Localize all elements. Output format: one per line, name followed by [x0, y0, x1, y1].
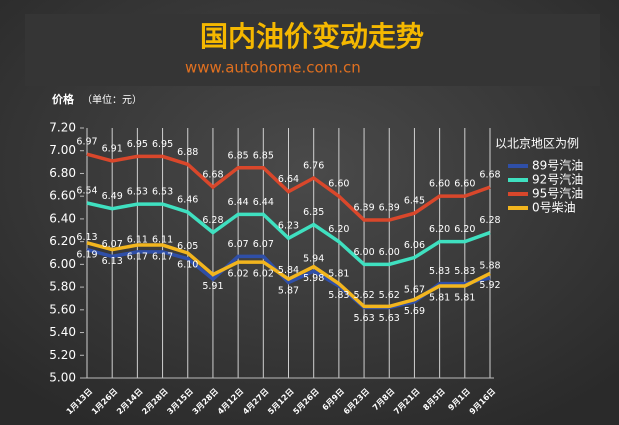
data-label: 6.23	[278, 221, 299, 232]
data-label: 6.17	[152, 252, 173, 263]
data-label: 5.67	[404, 284, 425, 295]
data-label: 6.88	[177, 147, 198, 158]
data-label: 6.28	[202, 215, 223, 226]
data-label: 6.20	[454, 224, 475, 235]
data-label: 5.63	[379, 313, 400, 324]
y-tick-label: 5.20	[49, 348, 76, 362]
data-label: 6.11	[152, 234, 173, 245]
data-label: 6.02	[228, 269, 249, 280]
legend-label: 95号汽油	[532, 186, 583, 201]
data-label: 6.53	[127, 187, 148, 198]
data-label: 6.97	[76, 137, 97, 148]
data-label: 6.07	[228, 239, 249, 250]
data-label: 5.83	[429, 266, 450, 277]
data-label: 6.60	[454, 179, 475, 190]
data-label: 6.07	[102, 239, 123, 250]
y-tick-label: 7.00	[49, 143, 76, 157]
title-band	[25, 14, 600, 86]
data-label: 6.10	[177, 260, 198, 271]
subtitle: www.autohome.com.cn	[185, 59, 361, 77]
data-label: 5.81	[328, 268, 349, 279]
y-axis-unit: （单位：元）	[82, 93, 142, 106]
data-label: 6.28	[479, 215, 500, 226]
data-label: 6.95	[127, 139, 148, 150]
data-label: 6.53	[152, 187, 173, 198]
y-tick-label: 6.80	[49, 166, 76, 180]
data-label: 5.83	[454, 266, 475, 277]
data-label: 6.85	[228, 150, 249, 161]
data-label: 6.60	[429, 179, 450, 190]
data-label: 6.02	[253, 269, 274, 280]
data-label: 6.54	[76, 186, 97, 197]
data-label: 5.81	[429, 292, 450, 303]
data-label: 6.39	[353, 203, 374, 214]
data-label: 5.83	[328, 290, 349, 301]
y-tick-label: 7.20	[49, 121, 76, 135]
data-label: 5.84	[278, 265, 299, 276]
data-label: 6.64	[278, 174, 299, 185]
y-tick-label: 5.40	[49, 325, 76, 339]
data-label: 6.06	[404, 240, 425, 251]
y-tick-label: 6.40	[49, 211, 76, 225]
data-label: 6.44	[253, 197, 274, 208]
data-label: 6.05	[177, 241, 198, 252]
data-label: 6.35	[303, 207, 324, 218]
series-line	[86, 201, 491, 267]
data-label: 6.13	[102, 256, 123, 267]
series-line	[86, 152, 491, 222]
data-label: 6.60	[328, 179, 349, 190]
y-tick-label: 6.20	[49, 234, 76, 248]
data-label: 6.00	[353, 247, 374, 258]
data-label: 6.85	[253, 150, 274, 161]
data-label: 6.68	[202, 170, 223, 181]
data-label: 6.68	[479, 170, 500, 181]
data-label: 6.39	[379, 203, 400, 214]
data-label: 5.63	[353, 313, 374, 324]
legend-label: 0号柴油	[532, 201, 576, 215]
legend-title: 以北京地区为例	[495, 137, 579, 151]
legend-label: 89号汽油	[532, 158, 583, 173]
chart-title: 国内油价变动走势	[200, 20, 424, 53]
data-label: 6.20	[328, 224, 349, 235]
data-label: 5.87	[278, 286, 299, 297]
y-tick-label: 5.60	[49, 302, 76, 316]
data-label: 5.94	[303, 254, 324, 265]
data-label: 5.62	[379, 290, 400, 301]
data-label: 6.44	[228, 197, 249, 208]
data-label: 6.00	[379, 247, 400, 258]
data-label: 5.91	[202, 281, 223, 292]
data-label: 6.19	[76, 249, 97, 260]
data-label: 6.49	[102, 191, 123, 202]
data-label: 5.92	[479, 280, 500, 291]
data-label: 5.69	[404, 306, 425, 317]
data-label: 6.13	[76, 232, 97, 243]
data-label: 6.20	[429, 224, 450, 235]
data-label: 6.17	[127, 252, 148, 263]
data-label: 6.46	[177, 195, 198, 206]
data-label: 6.91	[102, 143, 123, 154]
data-label: 6.76	[303, 161, 324, 172]
y-axis-label: 价格	[52, 92, 75, 106]
data-label: 5.62	[353, 290, 374, 301]
y-tick-label: 6.60	[49, 189, 76, 203]
legend-label: 92号汽油	[532, 172, 583, 187]
y-tick-label: 5.00	[49, 371, 76, 385]
y-tick-label: 5.80	[49, 280, 76, 294]
data-label: 5.88	[479, 261, 500, 272]
y-tick-label: 6.00	[49, 257, 76, 271]
series-line	[86, 241, 491, 309]
data-label: 6.11	[127, 234, 148, 245]
data-label: 6.95	[152, 139, 173, 150]
data-label: 5.98	[303, 273, 324, 284]
data-label: 5.81	[454, 292, 475, 303]
data-label: 6.45	[404, 196, 425, 207]
data-label: 6.07	[253, 239, 274, 250]
